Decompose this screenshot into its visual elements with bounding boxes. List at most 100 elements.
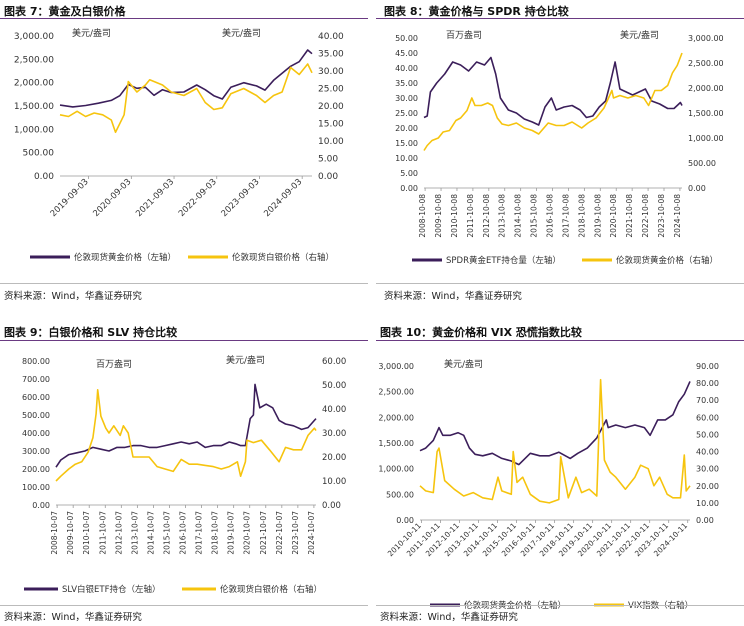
- y-left-tick-label: 800.00: [22, 357, 50, 366]
- left-unit-label: 百万盎司: [446, 29, 482, 41]
- series-line-1: [419, 381, 691, 466]
- x-tick-label: 2024-10-07: [307, 511, 316, 555]
- panel-chart-8: 图表 8：黄金价格与 SPDR 持仓比较 50.00 45.00 40.00 35.0…: [376, 0, 744, 305]
- x-tick-label: 2012-10-08: [482, 194, 491, 238]
- y-left-tick-label: 20.00: [395, 124, 418, 133]
- x-tick-label: 2022-09-03: [177, 177, 219, 219]
- left-unit-label: 美元/盎司: [444, 358, 483, 370]
- y-right-tick-label: 30.00: [696, 465, 719, 474]
- y-left-tick-label: 100.00: [22, 483, 50, 492]
- chart-title: 图表 9：白银价格和 SLV 持仓比较: [4, 326, 178, 339]
- series-line-1: [55, 383, 317, 468]
- x-tick-label: 2019-10-08: [593, 194, 602, 238]
- chart-title: 图表 10：黄金价格和 VIX 恐慌指数比较: [380, 326, 582, 339]
- y-right-tick-label: 70.00: [696, 396, 719, 405]
- y-right-tick-label: 0.00: [696, 516, 714, 525]
- y-right-tick-label: 40.00: [322, 405, 346, 415]
- y-right-tick-label: 80.00: [696, 379, 719, 388]
- x-tick-label: 2015-10-08: [530, 194, 539, 238]
- y-left-tick-label: 0.00: [32, 501, 50, 510]
- x-tick-label: 2009-10-07: [66, 511, 75, 555]
- y-right-tick-label: 40.00: [696, 448, 719, 457]
- source-note: 资料来源：Wind，华鑫证券研究: [380, 612, 518, 623]
- x-tick-label: 2023-10-07: [291, 511, 300, 555]
- x-tick-label: 2013-10-08: [498, 194, 507, 238]
- y-left-tick-label: 10.00: [395, 154, 418, 163]
- y-right-tick-label: 1,500.00: [688, 109, 724, 118]
- y-right-tick-label: 90.00: [696, 362, 719, 371]
- y-left-tick-label: 35.00: [395, 79, 418, 88]
- y-left-tick-label: 25.00: [395, 109, 418, 118]
- right-unit-label: 美元/盎司: [620, 29, 659, 41]
- x-tick-label: 2019-10-07: [227, 511, 236, 555]
- left-unit-label: 美元/盎司: [72, 27, 111, 39]
- y-left-tick-label: 15.00: [395, 139, 418, 148]
- y-right-tick-label: 15.00: [318, 120, 344, 130]
- y-left-tick-label: 2,000.00: [378, 413, 414, 422]
- right-unit-label: 美元/盎司: [226, 354, 265, 366]
- x-tick-label: 2010-10-08: [450, 194, 459, 238]
- footer-rule: [0, 283, 368, 284]
- x-tick-label: 2011-10-08: [466, 194, 475, 238]
- x-tick-label: 2014-10-07: [146, 511, 155, 555]
- y-left-tick-label: 1,000.00: [14, 125, 54, 135]
- source-note: 资料来源：Wind，华鑫证券研究: [4, 291, 142, 302]
- x-tick-label: 2020-10-08: [609, 194, 618, 238]
- y-right-tick-label: 35.00: [318, 50, 344, 60]
- legend-label: SLV白银ETF持仓（左轴）: [62, 584, 160, 595]
- series-line-2: [55, 388, 317, 482]
- x-tick-label: 2023-09-03: [220, 177, 262, 219]
- y-left-tick-label: 700.00: [22, 375, 50, 384]
- x-tick-label: 2022-10-07: [275, 511, 284, 555]
- x-tick-label: 2011-10-07: [98, 511, 107, 555]
- x-tick-label: 2021-10-08: [625, 194, 634, 238]
- x-tick-label: 2013-10-07: [130, 511, 139, 555]
- x-tick-label: 2020-09-03: [91, 177, 133, 219]
- x-tick-label: 2021-09-03: [134, 177, 176, 219]
- y-left-tick-label: 3,000.00: [14, 32, 54, 42]
- legend-label: 伦敦现货黄金价格（右轴）: [616, 255, 718, 266]
- x-tick-label: 2021-10-07: [259, 511, 268, 555]
- y-left-tick-label: 50.00: [395, 34, 418, 43]
- chart-svg: 3,000.00 2,500.00 2,000.00 1,500.00 1,000.00…: [378, 358, 719, 611]
- y-left-tick-label: 3,000.00: [378, 362, 414, 371]
- chart-title: 图表 7：黄金及白银价格: [4, 5, 126, 18]
- panel-chart-9: 图表 9：白银价格和 SLV 持仓比较 800.00 700.00 600.00 50…: [0, 320, 372, 626]
- y-right-tick-label: 2,500.00: [688, 59, 724, 68]
- x-tick-label: 2024-09-03: [262, 177, 304, 219]
- x-tick-label: 2018-10-08: [577, 194, 586, 238]
- y-right-tick-label: 10.00: [696, 499, 719, 508]
- series-line-2: [419, 378, 691, 504]
- title-rule: [0, 18, 368, 19]
- x-tick-label: 2020-10-07: [243, 511, 252, 555]
- y-left-tick-label: 5.00: [400, 169, 418, 178]
- x-tick-label: 2008-10-08: [418, 194, 427, 238]
- title-rule: [0, 340, 368, 341]
- y-left-tick-label: 2,500.00: [14, 55, 54, 65]
- y-right-tick-label: 20.00: [322, 453, 346, 463]
- y-right-tick-label: 10.00: [318, 137, 344, 147]
- y-left-tick-label: 45.00: [395, 49, 418, 58]
- chart-svg: 800.00 700.00 600.00 500.00 400.00 300.00 200.…: [22, 354, 346, 595]
- x-tick-label: 2012-10-07: [114, 511, 123, 555]
- y-left-tick-label: 200.00: [22, 465, 50, 474]
- x-tick-label: 2008-10-07: [50, 511, 59, 555]
- y-right-tick-label: 5.00: [318, 155, 338, 165]
- y-left-tick-label: 0.00: [34, 172, 54, 182]
- footer-rule: [0, 605, 368, 606]
- y-left-tick-label: 1,500.00: [14, 102, 54, 112]
- series-line-1: [423, 56, 683, 126]
- y-left-tick-label: 500.00: [386, 490, 414, 499]
- series-line-2: [423, 52, 683, 151]
- y-left-tick-label: 600.00: [22, 393, 50, 402]
- y-right-tick-label: 20.00: [696, 482, 719, 491]
- footer-rule: [376, 283, 744, 284]
- legend-label: SPDR黄金ETF持仓量（左轴）: [446, 255, 561, 266]
- legend-label: 伦敦现货黄金价格（左轴）: [74, 252, 176, 263]
- y-left-tick-label: 400.00: [22, 429, 50, 438]
- y-left-tick-label: 1,000.00: [378, 465, 414, 474]
- y-left-tick-label: 0.00: [400, 184, 418, 193]
- source-note: 资料来源：Wind，华鑫证券研究: [4, 612, 142, 623]
- y-left-tick-label: 300.00: [22, 447, 50, 456]
- y-left-tick-label: 0.00: [396, 516, 414, 525]
